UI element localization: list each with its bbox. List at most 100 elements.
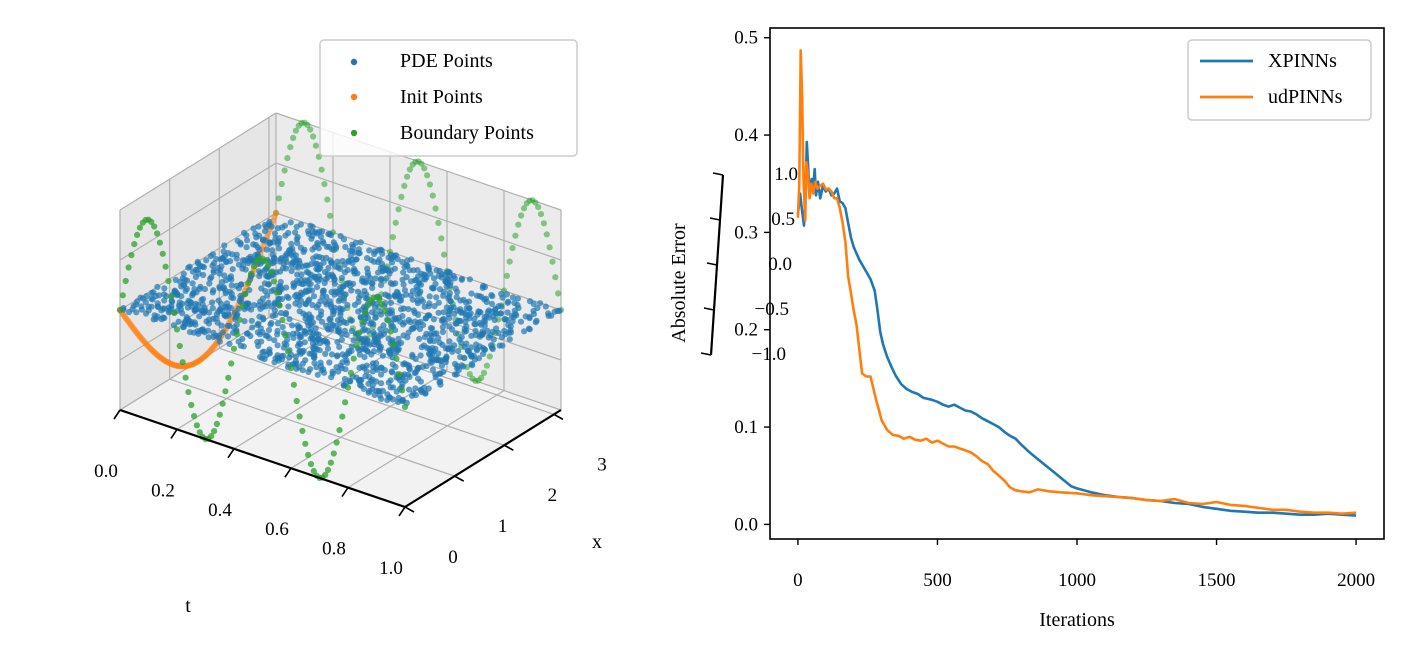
pde-point (431, 330, 438, 337)
pde-point (356, 351, 363, 358)
pde-point (288, 268, 295, 275)
pde-point (342, 243, 349, 251)
pde-point (291, 360, 298, 368)
pde-point (293, 330, 300, 337)
pde-point (435, 334, 442, 342)
x-tick-label: 500 (923, 570, 952, 591)
t-tick-label: 0.8 (322, 539, 346, 560)
pde-point (385, 335, 392, 342)
pde-point (195, 330, 202, 337)
legend-marker-init (350, 93, 358, 101)
boundary-point (279, 316, 286, 323)
pde-point (206, 309, 213, 316)
pde-point (468, 353, 475, 360)
t-tick-label: 1.0 (379, 558, 403, 579)
t-tick-mark (398, 506, 406, 517)
pde-point (292, 353, 299, 360)
pde-point (405, 306, 412, 313)
pde-point (361, 287, 368, 295)
tick-labels-3d: 0.0 0.2 0.4 0.6 0.8 1.0 0 1 2 3 1.0 0.5 0.0 −0.5 −1.0 (94, 164, 798, 579)
pde-point (412, 385, 419, 392)
pde-point (413, 323, 420, 330)
pde-point (440, 288, 447, 295)
pde-point (473, 347, 481, 354)
pde-point (366, 247, 373, 254)
pde-point (138, 303, 145, 310)
pde-point (423, 330, 430, 337)
pde-point (506, 336, 513, 343)
pde-point (309, 223, 316, 230)
boundary-point (318, 166, 325, 173)
pde-point (514, 295, 522, 302)
pde-point (410, 267, 417, 274)
pde-point (155, 292, 163, 299)
boundary-point (162, 263, 169, 270)
pde-point (504, 316, 511, 324)
pde-point (370, 348, 378, 355)
boundary-point (250, 263, 257, 270)
boundary-point (304, 121, 311, 128)
pde-point (192, 266, 199, 273)
pde-point (472, 332, 480, 339)
boundary-point (438, 235, 445, 242)
pde-point (316, 273, 323, 280)
pde-point (161, 297, 168, 304)
pde-point (308, 260, 315, 268)
pde-point (299, 367, 306, 374)
boundary-point (399, 387, 406, 394)
pde-point (296, 324, 303, 331)
pde-point (368, 257, 375, 264)
pde-point (404, 257, 411, 264)
series-line-udpinns (796, 49, 1357, 515)
pde-point (284, 293, 291, 300)
boundary-point (540, 220, 548, 227)
pde-point (179, 300, 186, 307)
boundary-point (418, 160, 425, 167)
z-tick-mark (712, 172, 724, 176)
pde-point (225, 250, 232, 257)
boundary-point (404, 173, 411, 180)
pde-point (376, 388, 383, 395)
floor-gridline (176, 331, 334, 430)
pde-point (481, 346, 488, 353)
legend-label-pde: PDE Points (400, 50, 493, 72)
pde-point (488, 300, 496, 307)
boundary-point (389, 234, 396, 241)
pde-point (495, 329, 502, 337)
pde-point (362, 279, 370, 286)
pde-point (305, 297, 312, 304)
boundary-point (396, 371, 403, 378)
pde-point (363, 362, 370, 369)
pde-point (233, 251, 240, 258)
pde-point (465, 348, 472, 355)
pde-point (479, 284, 486, 291)
pde-point (417, 318, 424, 325)
pde-point (305, 281, 312, 288)
boundary-point (188, 401, 195, 409)
pde-point (279, 324, 286, 331)
pde-point (435, 309, 442, 316)
boundary-point (552, 274, 559, 281)
pde-point (357, 292, 364, 299)
pde-point (419, 363, 426, 370)
boundary-point (211, 428, 218, 435)
pde-point (182, 276, 189, 283)
pde-point (362, 335, 369, 342)
pde-point (293, 223, 300, 230)
pde-point (287, 219, 294, 226)
boundary-point (429, 192, 436, 199)
pde-point (255, 342, 262, 349)
pde-point (348, 343, 355, 350)
pde-point (236, 297, 243, 304)
pde-point (425, 264, 432, 271)
pde-point (199, 295, 207, 303)
pde-point (537, 300, 544, 307)
pde-point (259, 295, 266, 302)
pde-point (302, 312, 309, 319)
pde-point (427, 358, 434, 365)
pde-point (429, 366, 436, 373)
pde-point (323, 243, 330, 250)
pde-point (347, 282, 354, 289)
pde-point (478, 293, 485, 301)
pde-point (262, 288, 269, 295)
